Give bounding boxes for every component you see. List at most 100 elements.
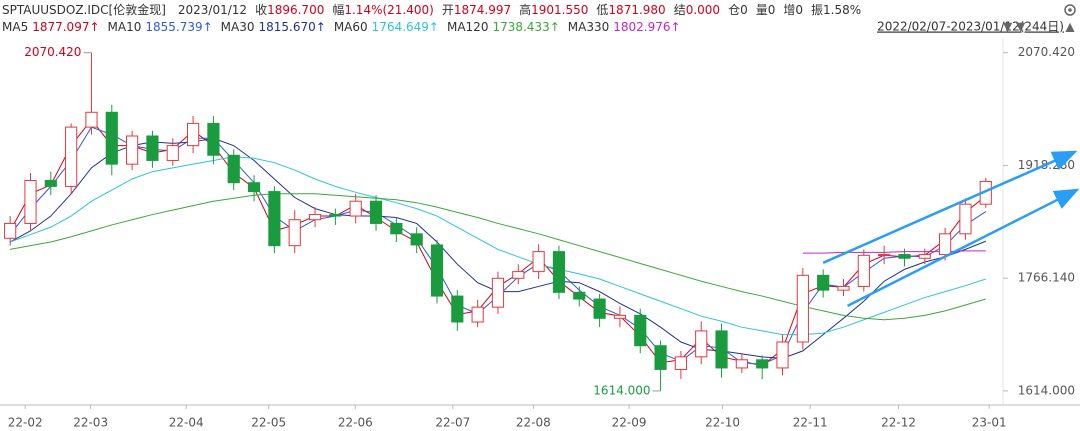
x-tick-label: 23-01 <box>972 416 1007 430</box>
candle-body <box>532 251 545 273</box>
quote-value: 0.000 <box>686 3 720 17</box>
y-tick-label: 2070.420 <box>1018 45 1075 59</box>
trend-line <box>846 188 1080 307</box>
y-tick-label: 1614.000 <box>1018 383 1075 397</box>
quote-value: 0 <box>740 3 748 17</box>
x-tick-label: 22-05 <box>251 416 286 430</box>
quote-label: 低 <box>596 3 608 17</box>
collapse-icon[interactable]: ▲ <box>1065 20 1075 34</box>
candle-body <box>349 200 362 217</box>
candle-body <box>695 330 708 358</box>
quote-label: 结 <box>674 3 686 17</box>
quote-value: 1871.980 <box>608 3 665 17</box>
x-tick-label: 22-07 <box>435 416 470 430</box>
symbol: SPTAUUSDOZ.IDC[伦敦金现] <box>2 2 166 17</box>
candle-body <box>288 219 301 247</box>
candle-body <box>613 314 627 319</box>
candle-body <box>166 145 179 161</box>
candle-body <box>187 122 200 147</box>
quote-value: 0 <box>795 3 803 17</box>
quote-label: 增 <box>783 3 795 17</box>
candle-body <box>552 251 566 293</box>
ma-line <box>10 193 986 321</box>
x-tick-label: 22-04 <box>169 416 204 430</box>
quote-value: 1.58% <box>823 3 861 17</box>
candle-body <box>817 274 830 291</box>
candle-body <box>85 111 98 128</box>
candle-body <box>776 341 789 369</box>
x-tick-label: 22-10 <box>705 416 740 430</box>
ma-legend: MA5 1877.097↑ MA10 1855.739↑ MA30 1815.670↑ MA… <box>2 20 681 34</box>
candle-body <box>735 359 748 369</box>
candle-body <box>369 200 383 224</box>
quote-line: SPTAUUSDOZ.IDC[伦敦金现] 2023/01/12 收1896.700 幅… <box>2 2 861 17</box>
y-tick-label: 1766.140 <box>1018 271 1075 285</box>
candle-body <box>24 179 37 224</box>
legend-name: MA10 <box>108 20 142 34</box>
candle-body <box>126 135 139 165</box>
candle-body <box>471 306 484 323</box>
candle-body <box>65 126 78 187</box>
legend-value: 1764.649↑ <box>372 20 439 34</box>
candle-body <box>939 233 952 256</box>
candle-body <box>207 122 220 156</box>
candle-body <box>105 111 118 165</box>
trend-line <box>822 150 1078 264</box>
candle-body <box>654 345 667 370</box>
quote-value: 1874.997 <box>454 3 511 17</box>
candle-body <box>512 271 525 279</box>
x-tick-label: 22-06 <box>338 416 373 430</box>
quote-value: 0 <box>768 3 776 17</box>
legend-value: 1802.976↑ <box>613 20 680 34</box>
candle-body <box>451 295 464 323</box>
candle-body <box>308 214 322 221</box>
quote-label: 开 <box>442 3 454 17</box>
legend-value: 1738.433↑ <box>492 20 559 34</box>
legend-value: 1877.097↑ <box>32 20 99 34</box>
candle-body <box>227 154 240 184</box>
quote-label: 量 <box>756 3 768 17</box>
x-tick-label: 22-08 <box>516 416 551 430</box>
x-tick-label: 22-11 <box>793 416 828 430</box>
quote-value: 1901.550 <box>531 3 588 17</box>
candle-body <box>4 222 17 239</box>
quote-date: 2023/01/12 <box>178 3 247 17</box>
candle-body <box>268 191 281 247</box>
legend-value: 1855.739↑ <box>145 20 212 34</box>
candle-body <box>329 214 342 217</box>
legend-name: MA120 <box>447 20 488 34</box>
candle-body <box>573 291 586 300</box>
extreme-label: 2070.420 <box>24 45 81 59</box>
legend-name: MA5 <box>2 20 28 34</box>
x-tick-label: 22-03 <box>73 416 108 430</box>
candle-body <box>715 330 728 369</box>
candle-body <box>959 203 972 235</box>
ma-line <box>9 156 986 336</box>
candle-body <box>857 254 870 287</box>
candle-body <box>390 222 403 235</box>
candle-body <box>837 285 850 291</box>
quote-value: 1896.700 <box>267 3 324 17</box>
quote-label: 高 <box>519 2 531 17</box>
x-tick-label: 22-09 <box>612 416 647 430</box>
dropdown-icon[interactable]: ▼ ▼ <box>1003 20 1026 34</box>
quote-label: 振 <box>811 3 823 17</box>
candle-body <box>756 359 769 369</box>
candle-body <box>430 244 444 297</box>
extreme-label: 1614.000 <box>593 383 650 397</box>
candle-body <box>634 314 647 347</box>
candle-body <box>918 254 931 259</box>
candle-body <box>898 254 911 259</box>
candle-body <box>491 277 505 308</box>
candle-body <box>410 233 423 246</box>
quote-label: 仓 <box>728 3 740 17</box>
candle-body <box>878 254 891 257</box>
candle-body <box>146 135 159 161</box>
legend-value: 1815.670↑ <box>259 20 326 34</box>
candle-body <box>44 179 57 187</box>
legend-name: MA330 <box>568 20 609 34</box>
settings-icon[interactable] <box>1064 4 1076 16</box>
candle-body <box>247 182 261 193</box>
candle-body <box>796 274 809 343</box>
